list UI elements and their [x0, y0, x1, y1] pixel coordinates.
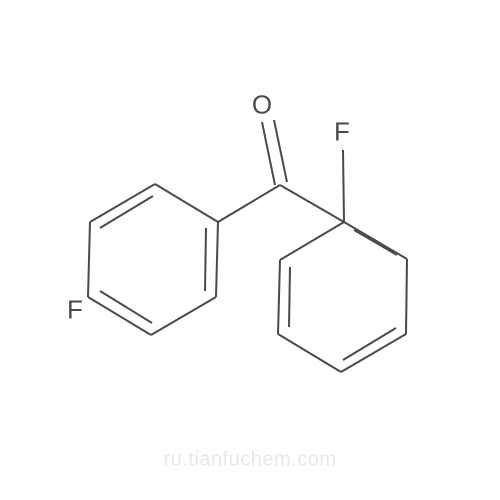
molecule-diagram: O F F ru.tianfuchem.com: [0, 0, 500, 500]
fluorine2-label: F: [334, 117, 350, 148]
oxygen-label: O: [252, 90, 272, 121]
bond-structure: [0, 0, 500, 500]
fluorine1-label: F: [67, 295, 83, 326]
watermark-text: ru.tianfuchem.com: [163, 449, 336, 472]
